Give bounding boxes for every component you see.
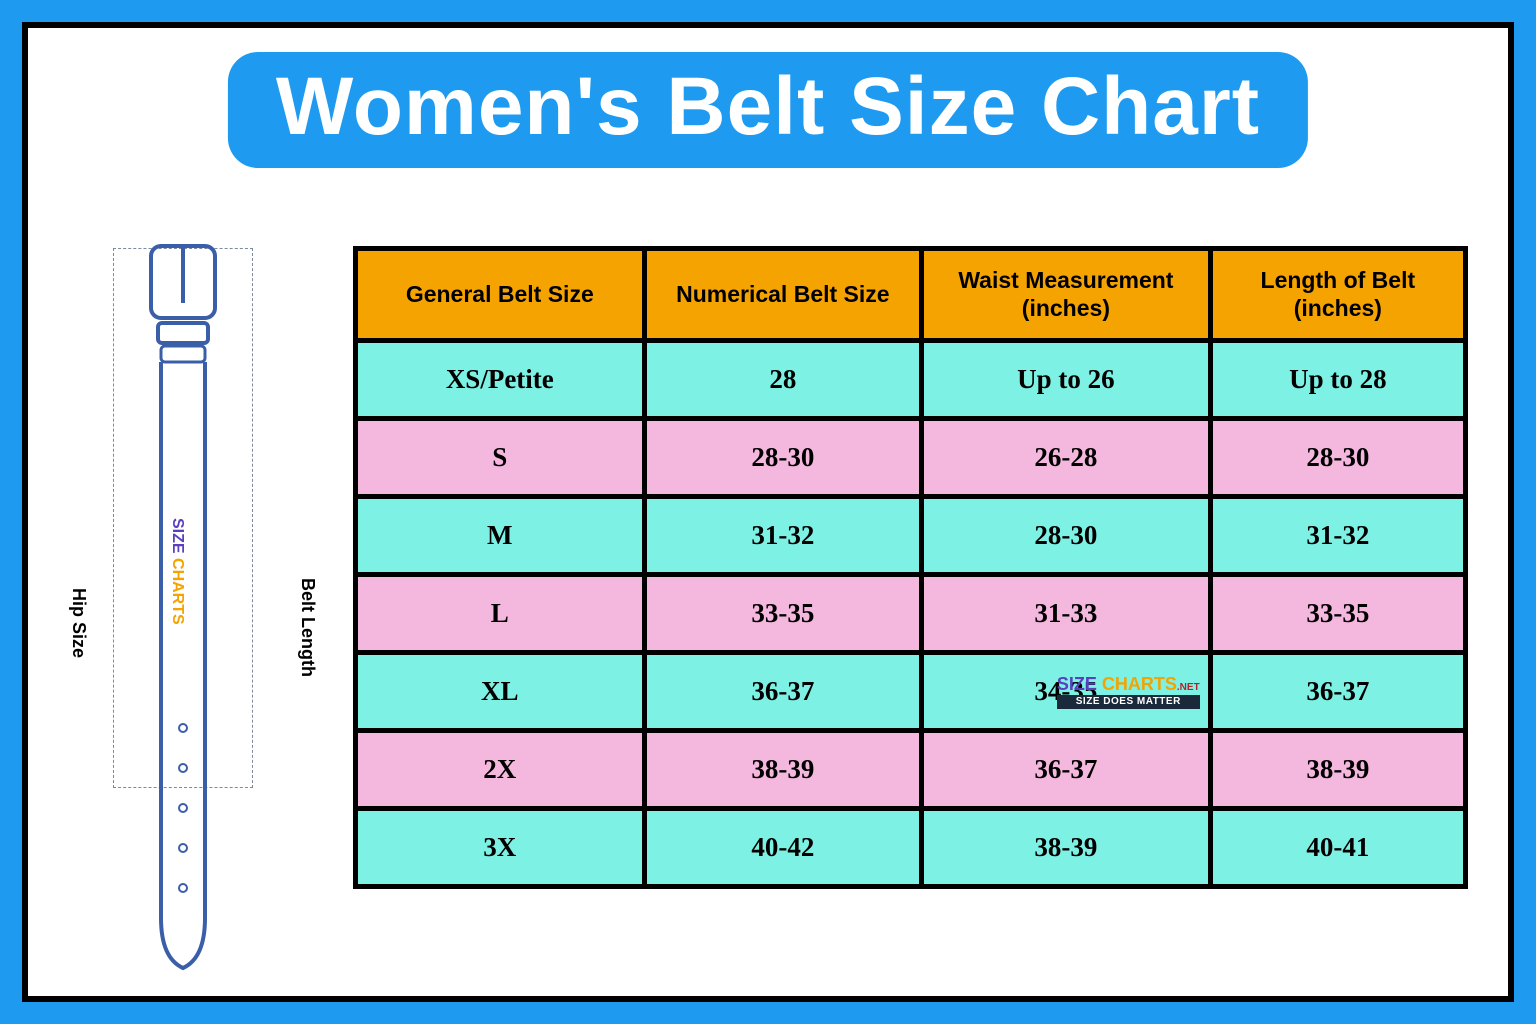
table-row: XS/Petite 28 Up to 26 Up to 28 [356, 341, 1466, 419]
cell-text: 28-30 [751, 442, 814, 472]
cell-length: 36-37 [1210, 653, 1465, 731]
table-header-row: General Belt Size Numerical Belt Size Wa… [356, 249, 1466, 341]
cell-text: M [487, 520, 512, 550]
cell-general: L [356, 575, 645, 653]
cell-text: 28 [769, 364, 796, 394]
table-row: S 28-30 26-28 28-30 [356, 419, 1466, 497]
col-header-general: General Belt Size [356, 249, 645, 341]
cell-general: XS/Petite [356, 341, 645, 419]
cell-waist: 28-30 [922, 497, 1211, 575]
cell-text: 31-32 [1306, 520, 1369, 550]
belt-logo-part1: SIZE [169, 518, 186, 554]
hip-size-label: Hip Size [68, 588, 89, 658]
cell-length: 31-32 [1210, 497, 1465, 575]
col-header-numerical: Numerical Belt Size [644, 249, 922, 341]
cell-waist: 36-37 [922, 731, 1211, 809]
cell-numerical: 28-30 [644, 419, 922, 497]
page-inner-panel: Women's Belt Size Chart Hip Size Belt Le… [22, 22, 1514, 1002]
col-header-length: Length of Belt (inches) [1210, 249, 1465, 341]
cell-general: 3X [356, 809, 645, 887]
cell-numerical: 33-35 [644, 575, 922, 653]
cell-numerical: 38-39 [644, 731, 922, 809]
table-row: 2X 38-39 36-37 38-39 [356, 731, 1466, 809]
cell-text: 28-30 [1306, 442, 1369, 472]
table-row: 3X 40-42 38-39 40-41 [356, 809, 1466, 887]
cell-length: 28-30 [1210, 419, 1465, 497]
cell-text: S [492, 442, 507, 472]
cell-text: 28-30 [1034, 520, 1097, 550]
cell-text: Up to 28 [1289, 364, 1387, 394]
table-row: M 31-32 28-30 31-32 [356, 497, 1466, 575]
cell-general: XL [356, 653, 645, 731]
cell-numerical: 40-42 [644, 809, 922, 887]
cell-general: S [356, 419, 645, 497]
cell-text: 36-37 [751, 676, 814, 706]
belt-diagram: Hip Size Belt Length SIZE CHARTS [58, 238, 318, 978]
watermark-logo: SIZE CHARTS.NETSIZE DOES MATTER [1057, 675, 1200, 709]
cell-waist: 31-33 [922, 575, 1211, 653]
cell-waist: Up to 26 [922, 341, 1211, 419]
cell-text: 38-39 [751, 754, 814, 784]
cell-length: 38-39 [1210, 731, 1465, 809]
belt-length-label: Belt Length [297, 578, 318, 677]
cell-text: 40-41 [1306, 832, 1369, 862]
cell-numerical: 36-37 [644, 653, 922, 731]
cell-text: 26-28 [1034, 442, 1097, 472]
cell-text: 36-37 [1306, 676, 1369, 706]
cell-waist: 34-35SIZE CHARTS.NETSIZE DOES MATTER [922, 653, 1211, 731]
table-body: XS/Petite 28 Up to 26 Up to 28 S 28-30 26-28 28… [356, 341, 1466, 887]
page-outer-frame: Women's Belt Size Chart Hip Size Belt Le… [0, 0, 1536, 1024]
size-chart-table: General Belt Size Numerical Belt Size Wa… [353, 246, 1468, 889]
cell-length: 33-35 [1210, 575, 1465, 653]
cell-text: 33-35 [751, 598, 814, 628]
cell-general: M [356, 497, 645, 575]
cell-waist: 26-28 [922, 419, 1211, 497]
cell-text: L [491, 598, 509, 628]
cell-text: 33-35 [1306, 598, 1369, 628]
cell-text: XS/Petite [446, 364, 554, 394]
cell-length: Up to 28 [1210, 341, 1465, 419]
table-row: L 33-35 31-33 33-35 [356, 575, 1466, 653]
belt-logo: SIZE CHARTS [168, 518, 186, 625]
cell-text: 2X [483, 754, 516, 784]
col-header-waist: Waist Measurement (inches) [922, 249, 1211, 341]
cell-general: 2X [356, 731, 645, 809]
cell-text: 36-37 [1034, 754, 1097, 784]
cell-waist: 38-39 [922, 809, 1211, 887]
cell-text: XL [481, 676, 519, 706]
cell-numerical: 28 [644, 341, 922, 419]
cell-text: 31-33 [1034, 598, 1097, 628]
cell-text: 38-39 [1034, 832, 1097, 862]
belt-logo-part2: CHARTS [169, 554, 186, 625]
cell-text: 40-42 [751, 832, 814, 862]
table-row: XL 36-37 34-35SIZE CHARTS.NETSIZE DOES MAT… [356, 653, 1466, 731]
cell-numerical: 31-32 [644, 497, 922, 575]
chart-title: Women's Belt Size Chart [228, 52, 1308, 168]
cell-text: 38-39 [1306, 754, 1369, 784]
cell-length: 40-41 [1210, 809, 1465, 887]
cell-text: Up to 26 [1017, 364, 1115, 394]
cell-text: 31-32 [751, 520, 814, 550]
cell-text: 3X [483, 832, 516, 862]
